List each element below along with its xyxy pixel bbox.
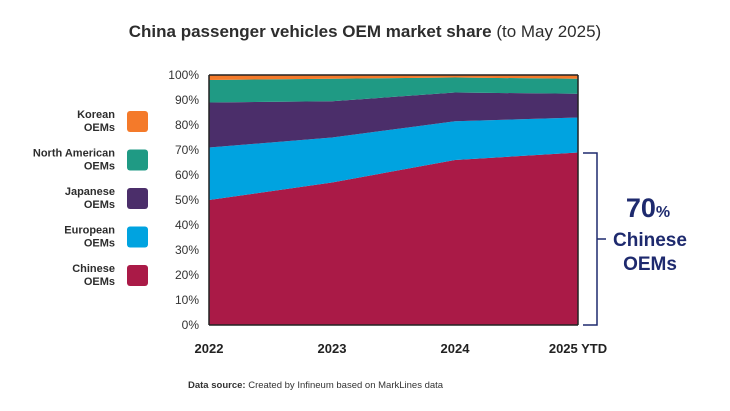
x-axis-ticks: 2022 2023 2024 2025 YTD: [195, 341, 608, 356]
y-tick-label: 80%: [175, 118, 199, 132]
callout-number: 70: [626, 193, 656, 223]
area-north-american-oems: [209, 77, 578, 103]
legend-label: Japanese: [65, 186, 115, 198]
chart-title-main: China passenger vehicles OEM market shar…: [128, 22, 492, 41]
area-japanese-oems: [209, 92, 578, 148]
legend-label: OEMs: [84, 122, 115, 134]
y-tick-label: 30%: [175, 243, 199, 257]
chart-title: China passenger vehicles OEM market shar…: [0, 22, 730, 42]
y-tick-label: 60%: [175, 168, 199, 182]
legend-swatch: [127, 111, 148, 132]
callout-unit: %: [656, 204, 670, 221]
data-source-text: Created by Infineum based on MarkLines d…: [248, 380, 444, 391]
chinese-share-callout: 70% Chinese OEMs: [583, 152, 687, 326]
area-european-oems: [209, 117, 578, 200]
legend-label: OEMs: [84, 199, 115, 211]
y-tick-label: 90%: [175, 93, 199, 107]
data-source-note: Data source: Created by Infineum based o…: [188, 380, 443, 391]
legend-swatch: [127, 226, 148, 248]
x-tick-label: 2023: [318, 341, 347, 356]
y-tick-label: 50%: [175, 193, 199, 207]
y-tick-label: 100%: [168, 68, 199, 82]
y-tick-label: 70%: [175, 143, 199, 157]
chart-title-sub: (to May 2025): [496, 22, 602, 41]
area-chinese-oems: [209, 152, 578, 325]
legend-label: European: [64, 225, 115, 237]
x-tick-label: 2025 YTD: [549, 341, 607, 356]
legend-label: OEMs: [84, 276, 115, 288]
legend-label: Korean: [77, 109, 115, 121]
x-tick-label: 2024: [441, 341, 471, 356]
legend-label: OEMs: [84, 161, 115, 173]
data-source-label: Data source:: [188, 380, 246, 391]
legend-label: North American: [33, 148, 115, 160]
callout-value: 70%: [626, 193, 670, 223]
y-tick-label: 10%: [175, 293, 199, 307]
legend-swatch: [127, 265, 148, 286]
legend-label: OEMs: [84, 238, 115, 250]
chart-axes: [208, 74, 579, 326]
chart-areas: [209, 75, 578, 325]
y-tick-label: 40%: [175, 218, 199, 232]
y-tick-label: 0%: [182, 318, 200, 332]
y-tick-label: 20%: [175, 268, 199, 282]
legend-label: Chinese: [72, 263, 115, 275]
y-axis-ticks: 0% 10% 20% 30% 40% 50% 60% 70% 80% 90% 100%: [168, 68, 199, 332]
legend-swatch: [127, 149, 148, 171]
legend-swatch: [127, 188, 148, 209]
callout-line2: OEMs: [623, 254, 677, 275]
callout-bracket: [583, 152, 606, 326]
area-korean-oems: [209, 75, 578, 80]
x-tick-label: 2022: [195, 341, 224, 356]
callout-line1: Chinese: [613, 230, 687, 251]
